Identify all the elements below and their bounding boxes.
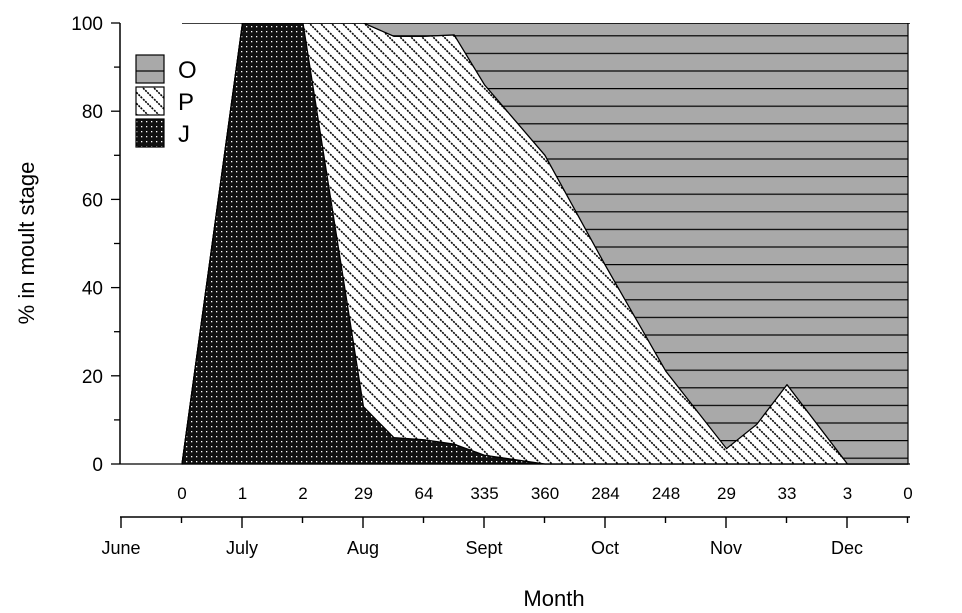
area-layer bbox=[181, 23, 910, 465]
y-tick-label: 60 bbox=[82, 190, 103, 211]
y-tick-label: 40 bbox=[82, 279, 103, 300]
y-axis-title: % in moult stage bbox=[14, 162, 39, 325]
month-label: Sept bbox=[465, 538, 502, 558]
y-tick-label: 100 bbox=[71, 14, 103, 35]
sample-count-label: 284 bbox=[591, 484, 619, 503]
legend-swatch-p bbox=[135, 86, 165, 116]
month-label: Nov bbox=[710, 538, 742, 558]
legend-label-j: J bbox=[178, 121, 190, 148]
y-tick-label: 80 bbox=[82, 102, 103, 123]
sample-count-label: 360 bbox=[531, 484, 559, 503]
month-label-group: June July Aug Sept Oct Nov Dec bbox=[101, 538, 863, 558]
sample-count-label: 335 bbox=[470, 484, 498, 503]
month-tick-group bbox=[120, 517, 909, 528]
sample-count-label: 2 bbox=[298, 484, 307, 503]
sample-count-group: 0 1 2 29 64 335 360 284 248 29 33 3 0 bbox=[177, 484, 912, 503]
legend-label-o: O bbox=[178, 57, 197, 84]
y-tick-group: 0 20 40 60 80 100 bbox=[71, 14, 120, 476]
month-label: Dec bbox=[831, 538, 863, 558]
sample-count-label: 64 bbox=[415, 484, 434, 503]
y-tick-label: 20 bbox=[82, 367, 103, 388]
sample-count-label: 33 bbox=[778, 484, 797, 503]
month-label: Aug bbox=[347, 538, 379, 558]
sample-count-label: 29 bbox=[354, 484, 373, 503]
month-label: June bbox=[101, 538, 140, 558]
legend: OPJ bbox=[135, 54, 197, 148]
x-axis-title: Month bbox=[523, 586, 584, 611]
sample-count-label: 0 bbox=[177, 484, 186, 503]
month-label: Oct bbox=[591, 538, 619, 558]
legend-swatch-o bbox=[135, 54, 165, 84]
month-label: July bbox=[226, 538, 258, 558]
sample-count-label: 1 bbox=[238, 484, 247, 503]
area-series-o bbox=[181, 23, 909, 465]
y-tick-label: 0 bbox=[92, 455, 103, 476]
legend-label-p: P bbox=[178, 89, 194, 116]
sample-count-label: 248 bbox=[652, 484, 680, 503]
sample-count-label: 29 bbox=[717, 484, 736, 503]
sample-count-label: 0 bbox=[903, 484, 912, 503]
legend-swatch-j bbox=[135, 118, 165, 148]
sample-count-label: 3 bbox=[843, 484, 852, 503]
